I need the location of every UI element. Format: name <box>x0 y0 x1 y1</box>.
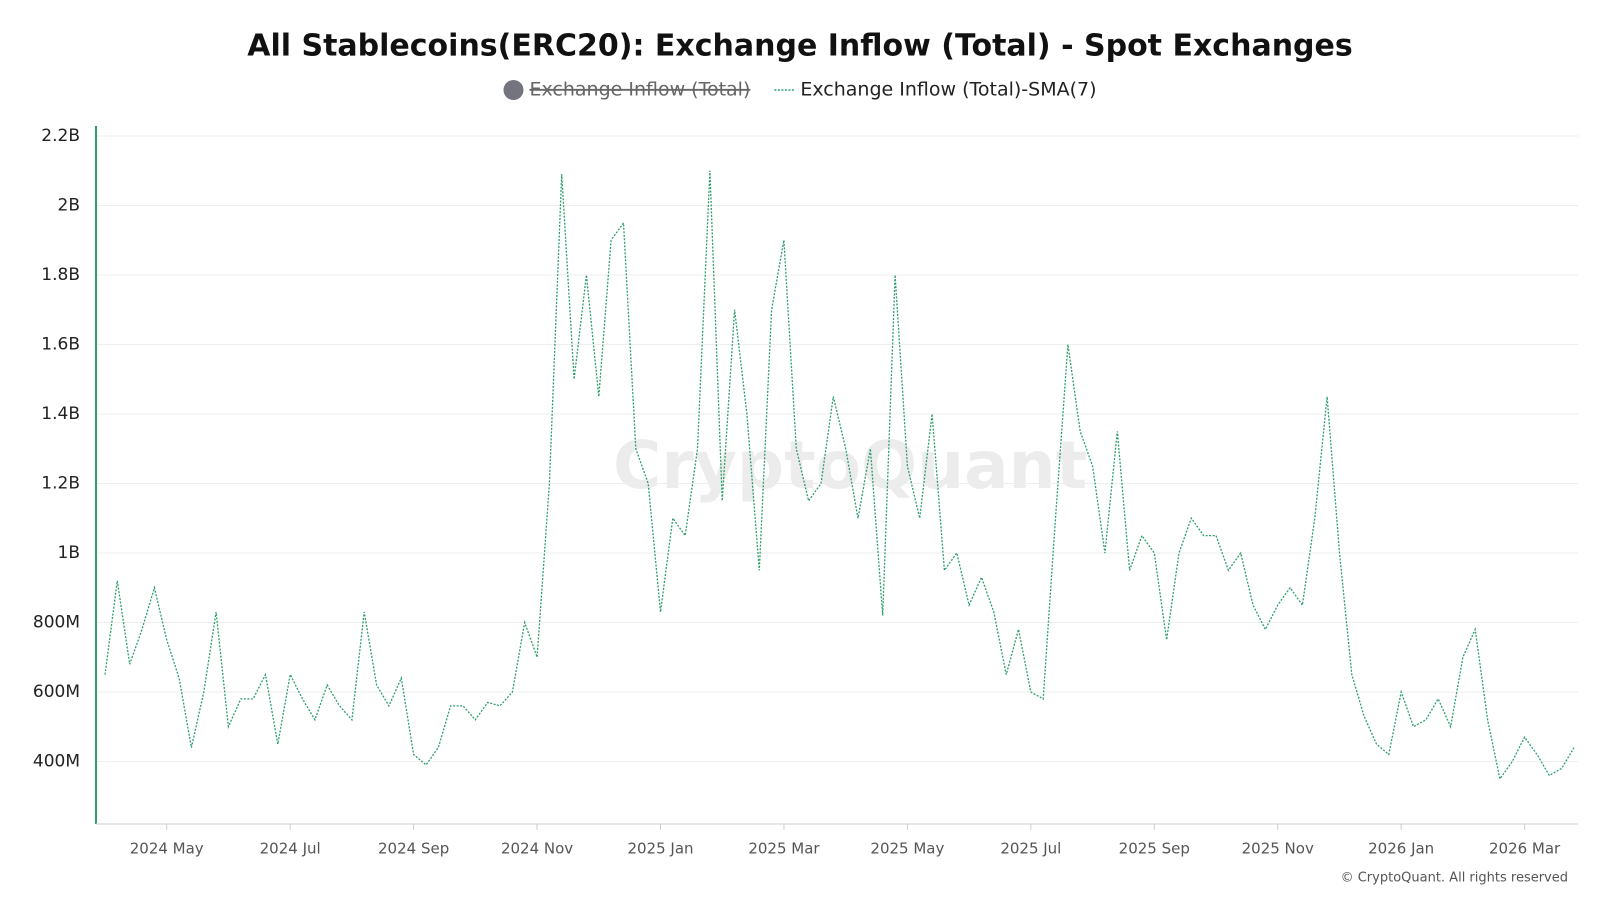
y-tick-label: 400M <box>33 751 80 771</box>
chart-title: All Stablecoins(ERC20): Exchange Inflow … <box>247 29 1352 64</box>
y-tick-label: 1.8B <box>41 265 80 285</box>
x-tick-label: 2025 May <box>870 840 944 858</box>
x-tick-label: 2025 Jul <box>1000 840 1061 858</box>
legend: Exchange Inflow (Total) Exchange Inflow (… <box>503 79 1097 101</box>
legend-label: Exchange Inflow (Total)-SMA(7) <box>800 79 1096 101</box>
y-tick-label: 1.6B <box>41 334 80 354</box>
y-tick-label: 1B <box>58 543 80 563</box>
legend-item[interactable]: Exchange Inflow (Total)-SMA(7) <box>774 79 1097 101</box>
y-tick-label: 1.4B <box>41 404 80 424</box>
y-tick-label: 600M <box>33 682 80 702</box>
x-tick-label: 2026 Mar <box>1489 840 1561 858</box>
x-tick-label: 2025 Jan <box>627 840 693 858</box>
x-tick-label: 2024 Sep <box>378 840 449 858</box>
x-tick-label: 2024 Jul <box>260 840 321 858</box>
x-tick-label: 2024 Nov <box>501 840 573 858</box>
x-tick-label: 2025 Sep <box>1119 840 1190 858</box>
y-tick-label: 2B <box>58 195 80 215</box>
y-tick-label: 800M <box>33 612 80 632</box>
legend-marker <box>503 80 524 100</box>
credit: © CryptoQuant. All rights reserved <box>1341 871 1568 886</box>
legend-item[interactable]: Exchange Inflow (Total) <box>503 79 750 101</box>
x-tick-label: 2024 May <box>130 840 204 858</box>
y-tick-label: 2.2B <box>41 126 80 146</box>
x-tick-label: 2025 Mar <box>748 840 820 858</box>
x-tick-label: 2025 Nov <box>1242 840 1314 858</box>
x-tick-label: 2026 Jan <box>1368 840 1434 858</box>
watermark: CryptoQuant <box>613 427 1087 504</box>
legend-label: Exchange Inflow (Total) <box>529 79 750 101</box>
series-line <box>104 170 1575 781</box>
y-tick-label: 1.2B <box>41 473 80 493</box>
